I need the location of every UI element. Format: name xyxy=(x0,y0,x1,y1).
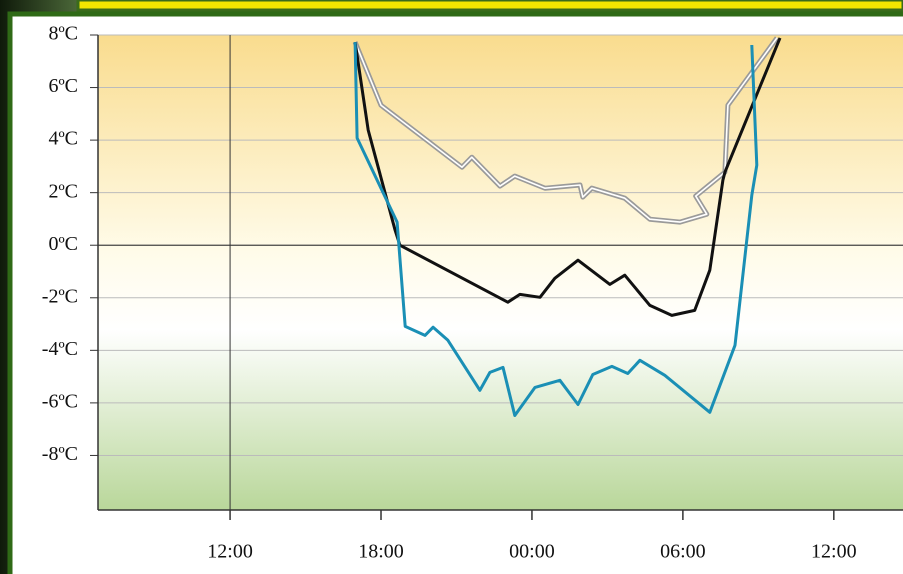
y-tick-label: 2ºC xyxy=(48,180,78,202)
y-tick-label: 0ºC xyxy=(48,233,78,255)
y-tick-label: -2ºC xyxy=(42,285,78,307)
chart: 8ºC 6ºC 4ºC 2ºC 0ºC -2ºC -4ºC -6ºC -8ºC 12:00 18:0… xyxy=(0,0,903,574)
y-tick-label: 6ºC xyxy=(48,75,78,97)
top-banner xyxy=(78,0,903,10)
plot-background xyxy=(98,35,903,510)
x-tick-label: 12:00 xyxy=(207,541,253,563)
y-tick-label: 4ºC xyxy=(48,128,78,150)
y-tick-label: 8ºC xyxy=(48,23,78,45)
x-tick-label: 00:00 xyxy=(509,541,555,563)
x-tick-label: 12:00 xyxy=(811,541,857,563)
y-tick-label: -8ºC xyxy=(42,443,78,465)
x-tick-label: 06:00 xyxy=(660,541,706,563)
y-tick-label: -6ºC xyxy=(42,390,78,412)
page: 8ºC 6ºC 4ºC 2ºC 0ºC -2ºC -4ºC -6ºC -8ºC 12:00 18:0… xyxy=(0,0,903,574)
y-tick-label: -4ºC xyxy=(42,338,78,360)
x-tick-label: 18:00 xyxy=(358,541,404,563)
